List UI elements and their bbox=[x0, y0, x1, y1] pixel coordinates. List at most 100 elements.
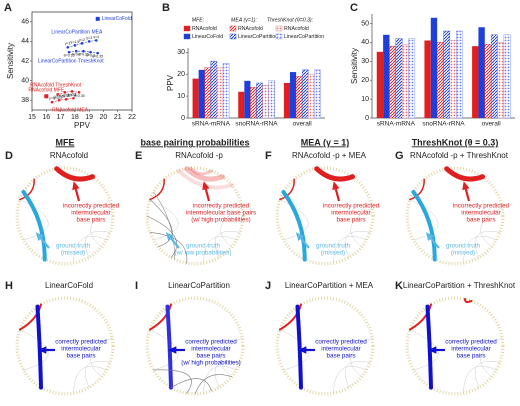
arc bbox=[409, 178, 425, 201]
bar bbox=[216, 67, 224, 119]
backbone bbox=[405, 166, 505, 266]
legend-label: RNAcofold bbox=[192, 26, 217, 32]
point bbox=[77, 91, 81, 94]
x-tick-label: 18 bbox=[71, 114, 79, 121]
point-label: θ=0.25 bbox=[78, 53, 89, 57]
point-label: θ=0.2 bbox=[53, 96, 62, 100]
arc bbox=[480, 207, 503, 248]
arc bbox=[84, 231, 111, 258]
annotation: base pairs bbox=[336, 217, 365, 224]
y-tick-label: 42 bbox=[21, 58, 29, 65]
diagram-caption: LinearCoPartition + ThreshKnot bbox=[403, 281, 516, 290]
point bbox=[94, 39, 98, 42]
bar bbox=[449, 40, 457, 119]
arc bbox=[73, 365, 107, 394]
point bbox=[89, 50, 92, 54]
bar bbox=[244, 80, 251, 118]
series-label: LinearCoPartition MEA bbox=[51, 30, 103, 36]
bar bbox=[484, 44, 492, 119]
arc bbox=[149, 329, 179, 371]
annotation: base pairs bbox=[196, 353, 225, 360]
legend-swatch bbox=[229, 25, 237, 32]
arrow-head bbox=[72, 181, 80, 191]
arc bbox=[194, 374, 233, 395]
arrow-head bbox=[202, 181, 210, 191]
point-label: γ=1.5 bbox=[70, 40, 79, 44]
diagram-caption: LinearCoPartition bbox=[168, 281, 230, 290]
arc bbox=[425, 304, 433, 390]
bar bbox=[490, 34, 498, 119]
legend-group-title: MEA (γ=1): bbox=[231, 17, 257, 23]
panel-letter: F bbox=[265, 150, 272, 162]
series-line bbox=[67, 40, 97, 48]
annotation: intermolecular bbox=[61, 346, 101, 353]
y-axis-label: Sensitivity bbox=[6, 43, 15, 79]
arc bbox=[408, 303, 432, 331]
annotation: base pairs bbox=[76, 217, 105, 224]
arc bbox=[411, 190, 437, 262]
arrow-head bbox=[35, 232, 44, 241]
diagram-caption: RNAcofold -p + ThreshKnot bbox=[410, 151, 509, 160]
point-label: γ=4 bbox=[93, 35, 99, 39]
arc bbox=[54, 166, 96, 182]
column-header: base pairing probabilities bbox=[140, 137, 249, 147]
x-tick-label: sRNA-mRNA bbox=[377, 121, 416, 128]
arc bbox=[170, 378, 212, 392]
arc bbox=[350, 207, 373, 248]
point bbox=[80, 42, 84, 45]
annotation: incorrectly predicted bbox=[63, 203, 120, 210]
arc bbox=[333, 365, 367, 394]
point bbox=[73, 44, 77, 47]
panel-letter: G bbox=[395, 150, 404, 162]
annotation: intermolecular bbox=[321, 346, 361, 353]
y-tick-label: 30 bbox=[177, 49, 185, 56]
point-label: γ=1.5 bbox=[55, 95, 64, 99]
arc bbox=[203, 365, 237, 394]
arc bbox=[281, 190, 307, 262]
arrow-head bbox=[295, 232, 304, 241]
legend-swatch bbox=[275, 25, 283, 32]
x-tick-label: sRNA-mRNA bbox=[192, 121, 231, 128]
annotation: (w/ high probabilities) bbox=[181, 360, 241, 367]
arc bbox=[149, 199, 179, 241]
diagram-caption: LinearCoFold bbox=[45, 281, 93, 290]
arc bbox=[90, 337, 113, 378]
arc bbox=[73, 235, 107, 264]
bar bbox=[436, 42, 444, 119]
panel-letter: B bbox=[162, 2, 170, 14]
bar bbox=[204, 67, 212, 119]
bar bbox=[210, 60, 218, 119]
x-tick-label: 22 bbox=[128, 114, 136, 121]
x-tick-label: overall bbox=[293, 121, 313, 128]
arc bbox=[220, 337, 243, 378]
annotation: incorrectly predicted bbox=[193, 203, 250, 210]
diagram: ThreshKnot (θ = 0.3) G RNAcofold -p + Thre… bbox=[395, 137, 510, 266]
bar bbox=[497, 42, 505, 119]
backbone-line bbox=[18, 299, 112, 393]
backbone-line bbox=[148, 169, 242, 263]
diagram-caption: LinearCoPartition + MEA bbox=[285, 281, 374, 290]
point-label: γ=1 bbox=[49, 97, 55, 101]
annotation: intermolecular base pairs bbox=[186, 210, 256, 217]
bar bbox=[262, 84, 269, 119]
annotation: intermolecular bbox=[331, 210, 371, 217]
point bbox=[95, 16, 100, 21]
bar bbox=[192, 78, 199, 118]
arc bbox=[350, 337, 373, 378]
arc bbox=[149, 199, 173, 248]
series-line bbox=[51, 97, 74, 103]
diagram: J LinearCoPartition + MEA correctly predic… bbox=[265, 280, 375, 396]
legend-swatch bbox=[183, 33, 191, 40]
x-tick-label: 20 bbox=[100, 114, 108, 121]
legend-label: LinearCoPartition bbox=[284, 34, 324, 40]
x-tick-label: overall bbox=[482, 121, 502, 128]
bar bbox=[456, 30, 463, 119]
arc bbox=[189, 166, 213, 176]
backbone bbox=[15, 166, 115, 266]
bar bbox=[283, 83, 290, 118]
point bbox=[87, 40, 91, 43]
arc bbox=[214, 361, 241, 388]
arrow-head bbox=[38, 346, 47, 354]
bar bbox=[314, 69, 321, 119]
